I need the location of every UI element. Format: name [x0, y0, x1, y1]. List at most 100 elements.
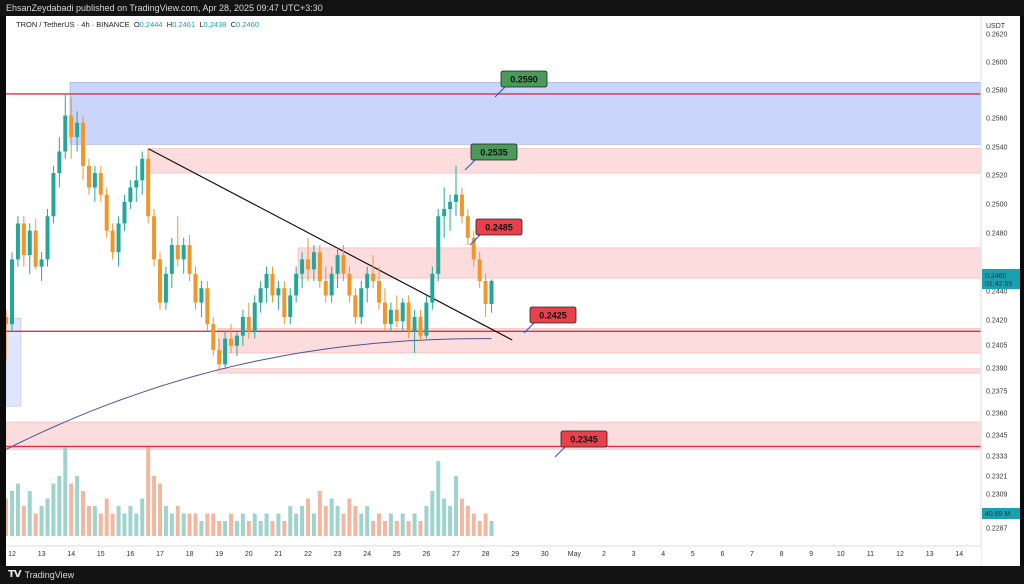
ohlc-l-label: L — [199, 20, 204, 29]
footer-bar: TV TradingView — [0, 566, 1024, 584]
y-tick-label: 0.2620 — [986, 32, 1008, 39]
x-tick-label: 17 — [156, 551, 164, 558]
volume-bar — [234, 521, 239, 536]
publisher-text: EhsanZeydabadi published on TradingView.… — [6, 3, 323, 13]
price-label-text: 0.2425 — [539, 311, 567, 321]
tradingview-logo[interactable]: TV TradingView — [8, 566, 74, 584]
candle-body — [10, 259, 14, 325]
x-tick-label: 25 — [393, 551, 401, 558]
volume-bar — [181, 513, 186, 536]
volume-bar — [75, 476, 80, 536]
y-tick-label: 0.2560 — [986, 116, 1008, 123]
x-tick-label: 6 — [720, 551, 724, 558]
volume-bar — [69, 483, 74, 536]
volume-bar — [110, 513, 115, 536]
candle-body — [406, 302, 411, 332]
volume-bar — [92, 506, 97, 536]
volume-bar — [158, 483, 162, 536]
volume-bar — [442, 498, 447, 536]
volume-bar — [371, 521, 376, 536]
volume-bar — [317, 491, 322, 536]
volume-bar — [187, 513, 192, 536]
price-chart[interactable]: 0.2590 0.2535 0.2485 0.2425 0.2345 USDT 0.2620… — [6, 16, 1020, 566]
volume-bar — [33, 513, 38, 536]
candle-body — [341, 255, 346, 274]
x-tick-label: 10 — [837, 551, 845, 558]
candle-body — [199, 288, 204, 303]
candle-body — [187, 245, 192, 274]
candle-body — [365, 273, 370, 289]
trendline — [147, 148, 513, 341]
chart-panel[interactable]: 0.2590 0.2535 0.2485 0.2425 0.2345 USDT 0.2620… — [6, 16, 1020, 566]
volume-bar — [252, 513, 257, 536]
x-tick-label: 4 — [661, 551, 665, 558]
candle-body — [181, 245, 186, 260]
candle-body — [436, 216, 441, 274]
price-label-text: 0.2485 — [485, 223, 513, 233]
volume-tag — [982, 508, 1020, 519]
volume-bar — [365, 506, 370, 536]
y-tick-label: 0.2405 — [986, 343, 1008, 350]
candle-body — [122, 201, 127, 224]
ohlc-c-value: 0.2460 — [236, 20, 259, 29]
candle-body — [258, 288, 263, 303]
candle-body — [146, 158, 151, 217]
label-pointer — [469, 234, 481, 246]
current-price-tag — [982, 269, 1020, 289]
candle-body — [128, 187, 133, 202]
x-tick-label: 13 — [926, 551, 934, 558]
price-label — [500, 70, 548, 88]
y-tick-label: 0.2600 — [986, 60, 1008, 67]
volume-bar — [51, 483, 56, 536]
candle-body — [347, 273, 352, 296]
volume-bar — [454, 476, 458, 536]
candle-body — [152, 216, 157, 260]
candle-body — [6, 316, 9, 325]
x-tick-label: 23 — [334, 551, 342, 558]
candle-body — [471, 237, 476, 260]
volume-bar — [240, 513, 245, 536]
volume-bar — [134, 513, 139, 536]
candle-body — [276, 288, 281, 296]
x-tick-label: 30 — [541, 551, 549, 558]
y-tick-label: 0.2420 — [986, 318, 1008, 325]
volume-bar — [294, 513, 299, 536]
x-tick-label: 21 — [275, 551, 283, 558]
ohlc-h-label: H — [166, 20, 173, 29]
volume-bar — [329, 498, 334, 536]
y-tick-label: 0.2375 — [986, 389, 1008, 396]
volume-bar — [57, 476, 62, 536]
tradingview-icon: TV — [8, 569, 22, 580]
y-axis-panel — [981, 16, 1020, 566]
volume-bar — [45, 498, 50, 536]
ohlc-o-value: 0.2444 — [139, 20, 163, 29]
candle-body — [27, 230, 32, 256]
candle-body — [140, 158, 145, 181]
symbol-legend: TRON / TetherUS · 4h · BINANCE O0.2444 H… — [16, 20, 259, 29]
candle-body — [459, 194, 464, 217]
y-tick-label: 0.2440 — [986, 289, 1008, 296]
x-tick-label: 13 — [38, 551, 46, 558]
candle-body — [240, 316, 245, 336]
candle-body — [21, 223, 26, 256]
y-tick-label: 0.2287 — [986, 526, 1008, 533]
candle-body — [353, 295, 358, 317]
candle-body — [329, 273, 334, 296]
candle-body — [175, 245, 180, 260]
volume-bar — [436, 461, 441, 536]
volume-bar — [270, 521, 275, 536]
x-tick-label: 18 — [186, 551, 194, 558]
publisher-bar: EhsanZeydabadi published on TradingView.… — [0, 0, 1024, 16]
current-price-text: 0.2460 — [985, 273, 1007, 280]
candle-body — [377, 281, 382, 303]
y-tick-label: 0.2333 — [986, 454, 1008, 461]
volume-bar — [282, 521, 287, 536]
candle-body — [382, 302, 387, 325]
candle-body — [81, 122, 86, 166]
price-label — [529, 306, 577, 324]
supply-zone — [69, 82, 982, 145]
volume-bar — [311, 513, 316, 536]
candle-body — [57, 151, 62, 174]
price-label-text: 0.2345 — [570, 435, 598, 445]
price-label — [560, 430, 608, 448]
